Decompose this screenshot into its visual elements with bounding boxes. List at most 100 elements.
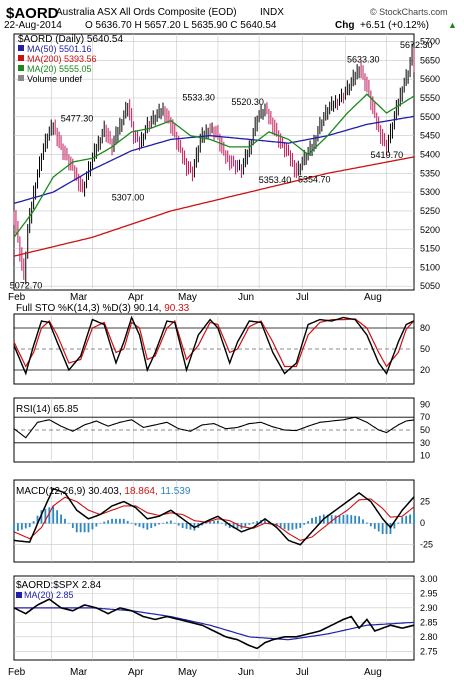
y-tick-label: 5450	[420, 131, 440, 141]
y-tick-label: 2.95	[420, 588, 438, 598]
macd-histogram-bar	[111, 518, 113, 524]
macd-histogram-bar	[64, 518, 66, 524]
macd-histogram-bar	[358, 516, 360, 524]
macd-histogram-bar	[291, 523, 294, 530]
ratio-panel: 3.002.952.902.852.802.75$AORD:$SPX 2.84M…	[8, 574, 438, 678]
macd-histogram-bar	[79, 523, 82, 533]
macd-histogram-bar	[318, 515, 321, 524]
ma200-line	[13, 156, 415, 257]
change: +6.51 (+0.12%)	[360, 20, 429, 31]
macd-histogram-bar	[71, 523, 74, 528]
price-panel: 5700 5650 5600 5550 5500 5450 5400 5350 5300 5250…	[8, 33, 440, 303]
date: 22-Aug-2014	[4, 20, 62, 31]
macd-histogram-bar	[334, 515, 337, 524]
macd-line	[13, 487, 415, 546]
macd-histogram-bar	[346, 514, 349, 524]
sto-k-value: 90.14,	[134, 303, 165, 314]
legend-entry: MA(200) 5393.56	[27, 54, 97, 64]
month-label: Jun	[238, 292, 254, 303]
macd-histogram-bar	[150, 523, 153, 528]
macd-histogram-bar	[283, 523, 286, 530]
macd-panel: 25 0 -25 MACD(12,26,9) 30.403, 18.864, 11.5…	[13, 479, 433, 563]
macd-histogram-bar	[68, 523, 70, 524]
legend-entry: MA(50) 5501.16	[27, 44, 92, 54]
macd-histogram-bar	[169, 520, 172, 524]
month-label: Apr	[128, 292, 144, 303]
macd-histogram-bar	[24, 523, 27, 529]
sto-title: Full STO %K(14,3) %D(3) 90.14, 90.33	[16, 303, 190, 314]
month-label: Apr	[128, 667, 144, 678]
y-tick-label: 2.85	[420, 617, 438, 627]
price-panel-frame	[13, 33, 415, 291]
macd-histogram-bar	[366, 522, 368, 524]
ratio-ma-line	[14, 607, 415, 641]
macd-histogram-bar	[95, 523, 98, 527]
macd-histogram-bar	[181, 523, 184, 528]
macd-histogram-bar	[248, 523, 251, 525]
month-label: Feb	[8, 667, 26, 678]
ratio-ma-label: MA(20) 2.85	[24, 590, 74, 600]
legend-entry: MA(20) 5555.05	[27, 64, 92, 74]
month-label: May	[178, 667, 197, 678]
macd-histogram-bar	[373, 523, 376, 529]
macd-histogram-bar	[220, 522, 223, 524]
macd-histogram-bar	[205, 522, 208, 524]
price-annotation: 5072.70	[10, 281, 43, 291]
index-name: Australia ASX All Ords Composite (EOD)	[56, 7, 237, 18]
rsi-title: RSI(14) 65.85	[16, 404, 79, 415]
y-tick-label: 70	[420, 412, 430, 422]
macd-histogram-bar	[17, 523, 19, 531]
macd-histogram-bar	[264, 518, 266, 524]
ohlc: O 5636.70 H 5657.20 L 5635.90 C 5640.54	[85, 20, 277, 31]
macd-histogram-bar	[185, 523, 188, 529]
y-tick-label: 90	[420, 399, 430, 409]
macd-histogram-bar	[60, 514, 62, 524]
macd-histogram-bar	[252, 522, 255, 524]
y-tick-label: 10	[420, 451, 430, 461]
macd-histogram-bar	[389, 523, 392, 535]
macd-histogram-bar	[122, 518, 125, 524]
macd-histogram-bar	[99, 523, 102, 524]
macd-histogram-bar	[36, 515, 39, 524]
month-label: Aug	[364, 292, 382, 303]
macd-histogram-bar	[173, 522, 176, 524]
macd-histogram-bar	[303, 523, 306, 525]
ratio-title: $AORD:$SPX 2.84	[16, 580, 101, 591]
y-tick-label: 25	[420, 497, 430, 507]
legend-swatch	[18, 55, 24, 61]
macd-histogram-bar	[236, 523, 239, 529]
month-label: Mar	[70, 667, 88, 678]
sto-k-line	[13, 315, 415, 376]
watermark: © StockCharts.com	[370, 7, 448, 17]
change-label: Chg	[335, 20, 354, 31]
macd-histogram-bar	[13, 523, 15, 533]
legend-entry: Volume undef	[27, 74, 83, 84]
price-annotation: 5633.30	[347, 55, 380, 65]
macd-histogram-bar	[338, 515, 341, 524]
macd-histogram-bar	[48, 507, 51, 524]
sto-d-value: 90.33	[164, 303, 189, 314]
ratio-line	[13, 598, 415, 650]
month-label: May	[178, 292, 197, 303]
macd-histogram-bar	[401, 517, 404, 524]
y-tick-label: 5500	[420, 112, 440, 122]
price-annotation: 5354.70	[298, 175, 331, 185]
macd-histogram-bar	[413, 513, 415, 524]
symbol: $AORD	[6, 5, 59, 22]
macd-histogram-bar	[393, 523, 396, 529]
macd-histogram-bar	[209, 521, 211, 524]
macd-histogram-bar	[311, 517, 313, 524]
macd-histogram-bar	[130, 522, 133, 524]
month-label: Aug	[364, 667, 382, 678]
price-annotation: 5672.30	[400, 40, 433, 50]
price-annotation: 5353.40	[259, 175, 292, 185]
y-tick-label: 30	[420, 438, 430, 448]
macd-histogram-bar	[91, 523, 94, 530]
macd-histogram-bar	[142, 523, 145, 529]
price-annotation: 5307.00	[112, 192, 145, 202]
price-title: $AORD (Daily) 5640.54	[18, 34, 123, 45]
macd-histogram-bar	[154, 523, 157, 527]
y-tick-label: 5600	[420, 74, 440, 84]
macd-histogram-bar	[315, 516, 317, 524]
